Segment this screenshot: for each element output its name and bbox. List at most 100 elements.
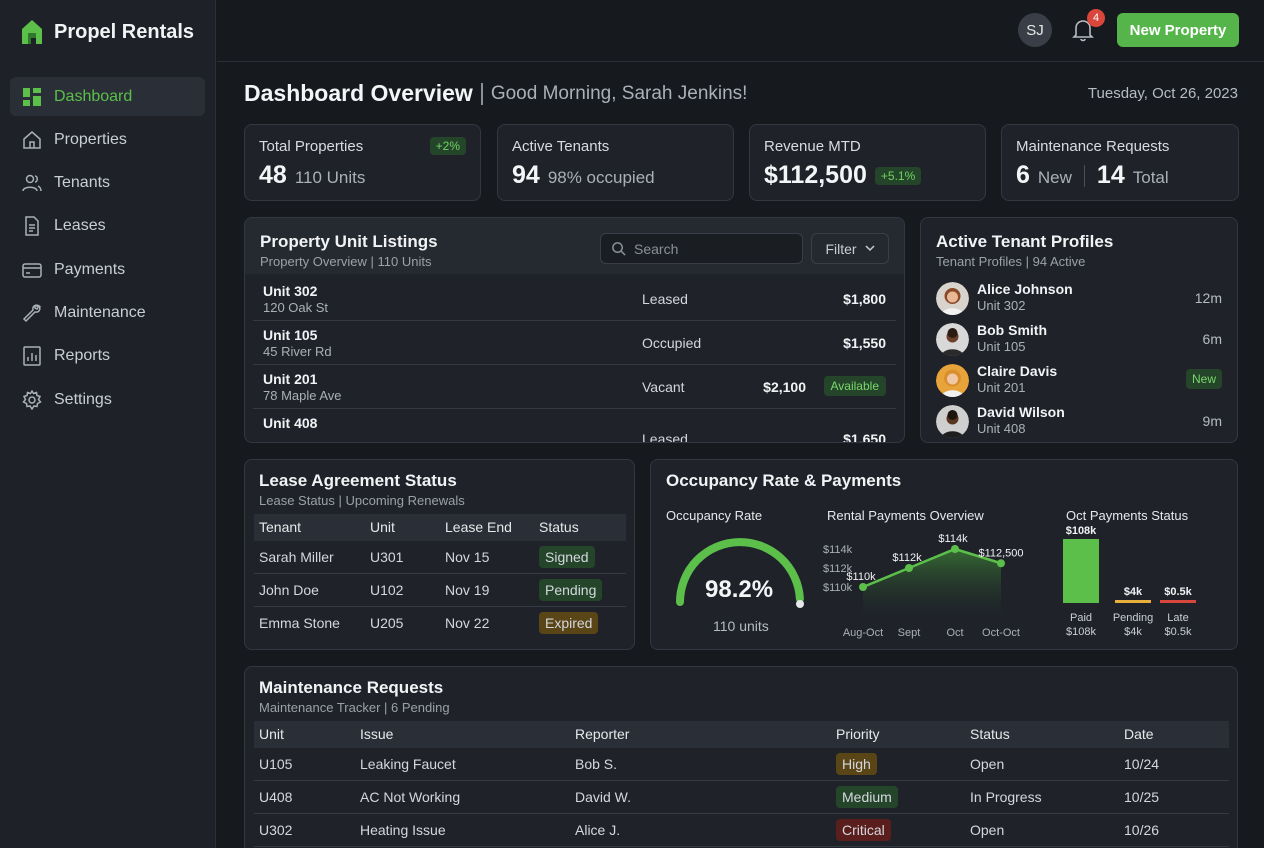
current-date: Tuesday, Oct 26, 2023 [1087,85,1238,102]
sidebar-item-tenants[interactable]: Tenants [10,164,205,203]
column-header: Issue [360,726,394,742]
table-row[interactable]: U105 Leaking Faucet Bob S. High Open 10/… [254,748,1229,781]
table-row[interactable]: Sarah Miller U301 Nov 15 Signed [254,541,626,574]
priority-badge: Critical [836,819,891,841]
issue-cell: AC Not Working [360,789,461,805]
sidebar-item-label: Tenants [54,174,111,192]
data-label: $114k [938,533,968,545]
y-tick-label: $114k [823,544,853,556]
sidebar-item-leases[interactable]: Leases [10,207,205,246]
stat-value: 94 [512,161,540,189]
y-tick-label: $112k [823,563,853,575]
topbar: SJ 4 New Property [217,0,1264,62]
sidebar-item-maintenance[interactable]: Maintenance [10,293,205,332]
card-icon [22,260,42,280]
category-label: Paid [1070,612,1092,624]
new-property-button[interactable]: New Property [1117,13,1239,47]
category-value-label: $4k [1124,626,1142,638]
sidebar-item-payments[interactable]: Payments [10,250,205,289]
bar-value-label: $0.5k [1164,586,1192,598]
tenant-time: 12m [1194,290,1222,306]
sidebar-item-dashboard[interactable]: Dashboard [10,77,205,116]
user-avatar[interactable]: SJ [1018,13,1052,47]
stat-divider [1083,164,1085,187]
category-value-label: $0.5k [1165,626,1192,638]
status-badge: Expired [539,612,599,634]
sidebar-item-label: Leases [54,217,106,235]
sidebar-item-reports[interactable]: Reports [10,337,205,376]
avatar [936,364,969,397]
bar [1115,600,1151,603]
reporter-cell: Alice J. [575,822,621,838]
bar [1160,600,1196,603]
sidebar-item-properties[interactable]: Properties [10,120,205,159]
gauge-title: Occupancy Rate [666,508,763,523]
sidebar-item-settings[interactable]: Settings [10,380,205,419]
sidebar: Propel Rentals Dashboard Properties Tena… [0,0,216,848]
reporter-cell: Bob S. [575,756,618,772]
sidebar-item-label: Reports [54,347,111,365]
tenant-name: Alice Johnson [977,281,1073,297]
stat-card-total-properties[interactable]: Total Properties +2% 48 110 Units [244,124,481,201]
tenant-item[interactable]: Bob Smith Unit 105 6m [936,321,1222,362]
stat-value: $112,500 [764,161,867,189]
stat-change-badge: +2% [429,137,466,155]
column-header: Reporter [575,726,630,742]
search-box[interactable] [600,233,803,264]
table-row[interactable]: U408 AC Not Working David W. Medium In P… [254,781,1229,814]
sidebar-item-label: Dashboard [54,87,133,105]
card-title: Lease Agreement Status [259,471,457,490]
tenant-item[interactable]: Alice Johnson Unit 302 12m [936,280,1222,321]
filter-button[interactable]: Filter [811,233,889,264]
table-row[interactable]: John Doe U102 Nov 19 Pending [254,574,626,607]
column-header: Lease End [445,519,512,535]
listing-row[interactable]: Unit 105 45 River Rd Occupied $1,550 [253,321,896,365]
tenant-item[interactable]: David Wilson Unit 408 9m [936,403,1222,444]
stat-card-maintenance[interactable]: Maintenance Requests 6 New 14 Total [1001,124,1239,201]
card-title: Occupancy Rate & Payments [666,471,902,490]
listing-row[interactable]: Unit 201 78 Maple Ave Vacant $2,100 Avai… [253,365,896,409]
stat-value: 48 [259,161,287,189]
brand[interactable]: Propel Rentals [20,16,194,48]
x-tick-label: Oct-Oct [982,627,1020,639]
gauge-fill [676,538,804,606]
listing-row[interactable]: Unit 408 Leased $1,650 [253,409,896,443]
lease-end-cell: Nov 22 [445,615,490,631]
status-badge: Pending [539,579,603,601]
search-input[interactable] [634,240,784,257]
unit-address: 78 Maple Ave [263,388,342,403]
data-point [997,559,1005,568]
stat-value-total: 14 [1096,161,1125,189]
occupancy-gauge [676,538,804,608]
stat-sub: 98% occupied [547,168,655,187]
avatar [936,323,969,356]
sidebar-item-label: Maintenance [54,303,146,321]
tenant-name: David Wilson [977,404,1065,420]
lease-status-card: Lease Agreement Status Lease Status | Up… [244,459,635,650]
table-row[interactable]: Emma Stone U205 Nov 22 Expired [254,607,626,640]
tenant-item[interactable]: Claire Davis Unit 201 New [936,362,1222,403]
date-cell: 10/25 [1124,789,1160,805]
card-subtitle: Property Overview | 110 Units [260,254,432,269]
tenant-unit: Unit 302 [977,298,1026,313]
tenant-cell: Sarah Miller [259,549,334,565]
payments-status-chart: $108k Paid $108k $4k Pending $4k $0.5k Late $0.5… [1063,526,1196,638]
unit-cell: U102 [370,582,404,598]
notification-badge: 4 [1087,9,1105,27]
line-chart-title: Rental Payments Overview [827,508,984,523]
listing-row[interactable]: Unit 302 120 Oak St Leased $1,800 [253,277,896,321]
card-title: Active Tenant Profiles [936,232,1114,251]
stat-card-revenue[interactable]: Revenue MTD $112,500 +5.1% [749,124,986,201]
x-tick-label: Oct [946,627,963,639]
bell-icon[interactable] [1072,18,1094,42]
sidebar-item-label: Properties [54,130,127,148]
unit-price: $1,650 [843,431,886,443]
stat-card-active-tenants[interactable]: Active Tenants 94 98% occupied [497,124,734,201]
gear-icon [22,389,42,410]
table-row[interactable]: U302 Heating Issue Alice J. Critical Ope… [254,814,1229,847]
column-header: Priority [836,726,880,742]
tenant-unit: Unit 105 [977,339,1026,354]
series-line [862,547,1002,589]
data-point [951,545,959,553]
table-header: Unit Issue Reporter Priority Status Date [254,721,1229,748]
